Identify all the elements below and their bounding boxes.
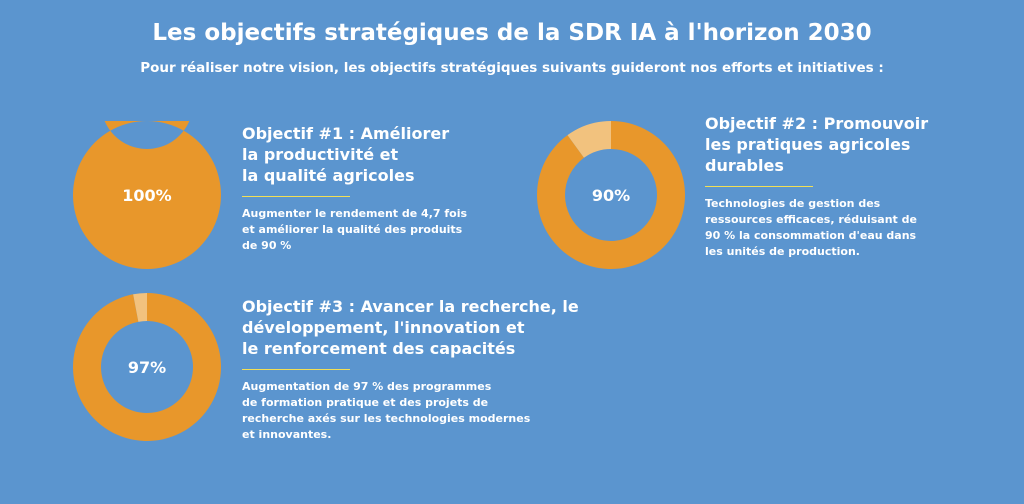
donut-chart-objective-2: 90% (537, 121, 685, 269)
heading-line: Objectif #1 : Améliorer (242, 124, 450, 143)
percent-label: 97% (127, 357, 167, 377)
donut-segment-achieved (537, 121, 685, 269)
objective-heading: Objectif #3 : Avancer la recherche, le d… (242, 296, 662, 359)
heading-line: les pratiques agricoles (705, 135, 911, 154)
divider (242, 369, 350, 370)
objective-heading: Objectif #1 : Améliorer la productivité … (242, 123, 502, 186)
page-subtitle: Pour réaliser notre vision, les objectif… (140, 60, 884, 76)
heading-line: durables (705, 156, 784, 175)
description-line: Technologies de gestion des (705, 197, 881, 210)
description-line: recherche axés sur les technologies mode… (242, 412, 531, 425)
objective-description: Augmenter le rendement de 4,7 fois et am… (242, 206, 502, 254)
description-line: 90 % la consommation d'eau dans (705, 229, 917, 242)
heading-line: Objectif #2 : Promouvoir (705, 114, 929, 133)
donut-segment-remaining (133, 293, 147, 322)
objective-description: Technologies de gestion des ressources e… (705, 196, 965, 260)
percent-label: 100% (122, 185, 172, 205)
heading-line: la productivité et (242, 145, 399, 164)
description-line: Augmenter le rendement de 4,7 fois (242, 207, 468, 220)
heading-line: la qualité agricoles (242, 166, 415, 185)
objective-heading: Objectif #2 : Promouvoir les pratiques a… (705, 113, 965, 176)
donut-chart-objective-1: 100% (73, 121, 221, 269)
description-line: ressources efficaces, réduisant de (705, 213, 917, 226)
divider (242, 196, 350, 197)
donut-segment-achieved (73, 121, 221, 269)
objective-1-block: Objectif #1 : Améliorer la productivité … (242, 123, 502, 254)
description-line: de formation pratique et des projets de (242, 396, 489, 409)
donut-segment-achieved (73, 293, 221, 441)
description-line: et innovantes. (242, 428, 332, 441)
percent-label: 90% (591, 185, 631, 205)
objective-2-block: Objectif #2 : Promouvoir les pratiques a… (705, 113, 965, 260)
heading-line: développement, l'innovation et (242, 318, 525, 337)
heading-line: le renforcement des capacités (242, 339, 516, 358)
description-line: Augmentation de 97 % des programmes (242, 380, 492, 393)
description-line: les unités de production. (705, 245, 860, 258)
divider (705, 186, 813, 187)
page-title: Les objectifs stratégiques de la SDR IA … (152, 20, 872, 46)
description-line: et améliorer la qualité des produits (242, 223, 463, 236)
description-line: de 90 % (242, 239, 292, 252)
objective-3-block: Objectif #3 : Avancer la recherche, le d… (242, 296, 662, 443)
donut-chart-objective-3: 97% (73, 293, 221, 441)
objective-description: Augmentation de 97 % des programmes de f… (242, 379, 662, 443)
heading-line: Objectif #3 : Avancer la recherche, le (242, 297, 579, 316)
donut-segment-remaining (567, 121, 611, 158)
